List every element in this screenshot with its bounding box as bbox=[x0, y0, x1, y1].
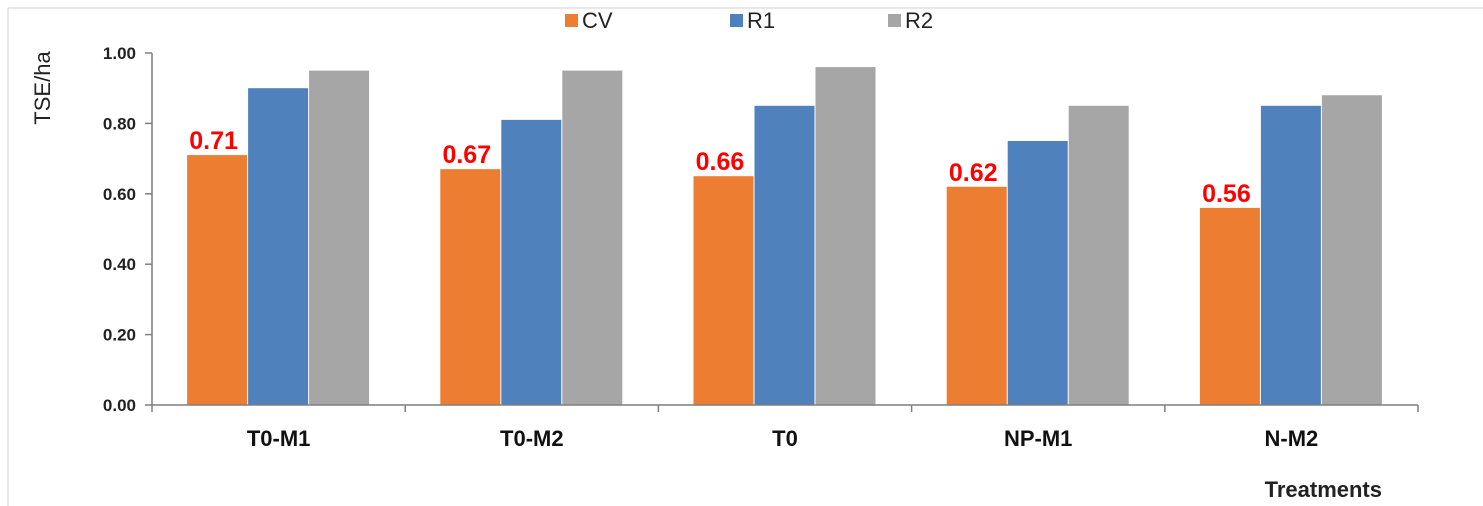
y-tick-label: 0.40 bbox=[103, 255, 136, 274]
y-tick-label: 0.00 bbox=[103, 396, 136, 415]
bar-r2 bbox=[1321, 95, 1382, 406]
x-tick-label: NP-M1 bbox=[1004, 426, 1072, 451]
legend: CV R1 R2 bbox=[565, 8, 933, 33]
bar-r1 bbox=[248, 88, 309, 405]
y-tick-label: 0.60 bbox=[103, 185, 136, 204]
bar-cv bbox=[440, 169, 501, 405]
bar-r1 bbox=[754, 105, 815, 406]
y-axis-title: TSE/ha bbox=[30, 51, 55, 125]
bars: 0.71 0.67 0.66 0.62 0.56 bbox=[187, 67, 1382, 406]
data-label: 0.56 bbox=[1202, 180, 1251, 208]
x-axis: T0-M1 T0-M2 T0 NP-M1 N-M2 bbox=[151, 404, 1419, 451]
legend-swatch-r2 bbox=[888, 14, 901, 27]
bar-cv bbox=[1199, 207, 1260, 405]
legend-label: R1 bbox=[747, 8, 775, 33]
bar-r1 bbox=[1260, 105, 1321, 406]
x-tick-label: T0-M2 bbox=[500, 426, 564, 451]
bar-r2 bbox=[562, 70, 623, 405]
x-axis-title: Treatments bbox=[1265, 477, 1382, 502]
x-tick-label: T0 bbox=[772, 426, 798, 451]
legend-swatch-r1 bbox=[730, 14, 743, 27]
y-tick-label: 0.80 bbox=[103, 114, 136, 133]
y-tick-label: 0.20 bbox=[103, 326, 136, 345]
x-tick-label: T0-M1 bbox=[247, 426, 311, 451]
bar-cv bbox=[187, 155, 248, 405]
x-tick-label: N-M2 bbox=[1265, 426, 1319, 451]
bar-cv bbox=[946, 186, 1007, 405]
bar-r1 bbox=[1007, 141, 1068, 405]
legend-swatch-cv bbox=[565, 14, 578, 27]
data-label: 0.71 bbox=[189, 127, 238, 155]
bar-r2 bbox=[309, 70, 370, 405]
bar-r2 bbox=[1068, 105, 1129, 406]
bar-r1 bbox=[501, 119, 562, 405]
y-tick-label: 1.00 bbox=[103, 44, 136, 63]
legend-label: CV bbox=[582, 8, 613, 33]
legend-label: R2 bbox=[905, 8, 933, 33]
data-label: 0.67 bbox=[442, 141, 491, 169]
bar-r2 bbox=[815, 67, 876, 405]
data-label: 0.66 bbox=[696, 148, 745, 176]
y-axis: 0.00 0.20 0.40 0.60 0.80 1.00 bbox=[103, 44, 153, 415]
bar-cv bbox=[693, 176, 754, 405]
data-label: 0.62 bbox=[949, 159, 998, 187]
